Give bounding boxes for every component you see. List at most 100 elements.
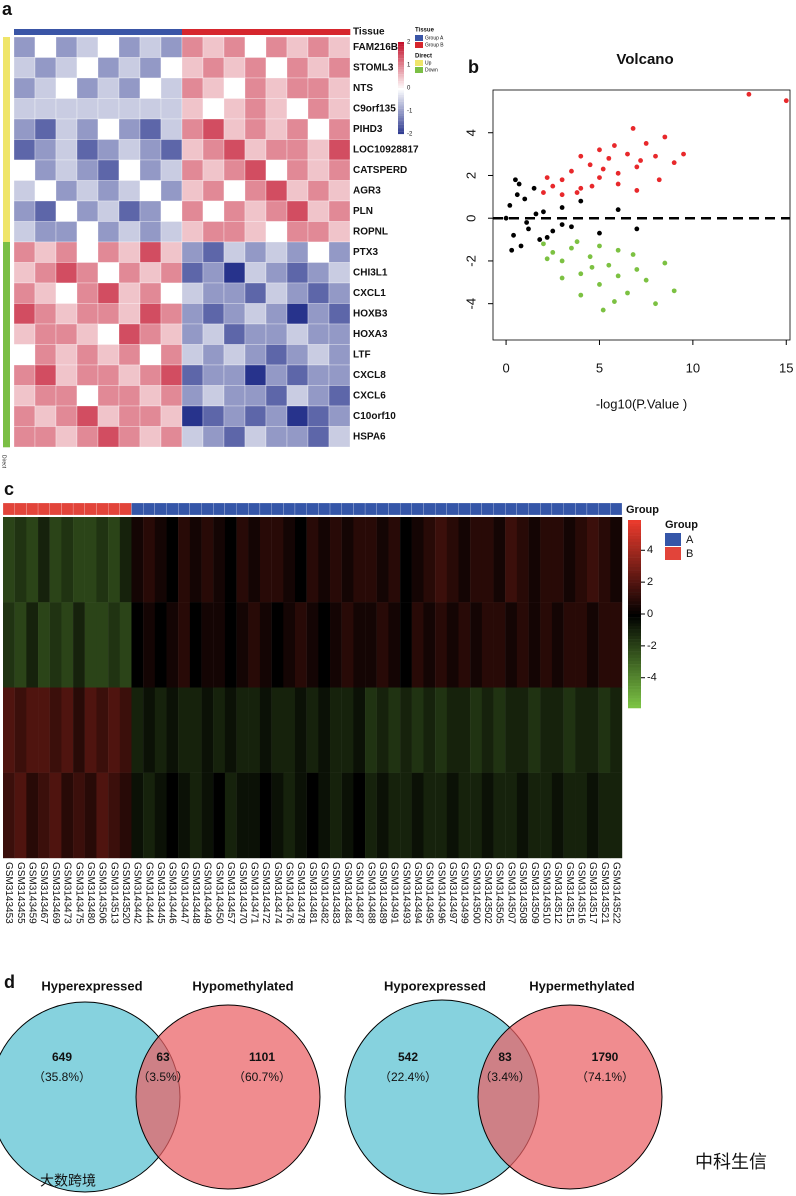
row-label: FAM216B <box>353 42 398 53</box>
point <box>643 277 649 283</box>
heat-cell <box>411 602 424 688</box>
point <box>615 181 621 187</box>
heat-cell <box>286 405 309 427</box>
colorbar-step <box>398 131 404 135</box>
heat-cell <box>139 364 162 386</box>
colorbar-step <box>398 62 404 66</box>
heat-cell <box>265 77 288 99</box>
direction-annotation <box>3 139 10 161</box>
point <box>531 185 537 191</box>
heat-cell <box>202 118 225 140</box>
heat-cell <box>118 241 141 263</box>
heat-cell <box>575 602 588 688</box>
heat-cell <box>575 517 588 603</box>
annotation-label: Direct <box>1 455 7 469</box>
colorbar-step <box>398 42 404 45</box>
colorbar-step <box>398 129 404 132</box>
group-annotation <box>586 502 599 516</box>
heat-cell <box>328 98 351 120</box>
heat-cell <box>13 221 36 243</box>
heat-cell <box>181 36 204 58</box>
heat-cell <box>131 772 144 859</box>
heat-cell <box>307 180 330 202</box>
point <box>634 267 640 272</box>
heat-cell <box>328 262 351 284</box>
heat-cell <box>516 517 529 603</box>
heat-cell <box>244 385 267 407</box>
group-annotation <box>14 502 27 516</box>
heat-cell <box>223 426 246 448</box>
column-label: GSM3143505 <box>494 862 505 924</box>
legend-tick: 0 <box>407 86 411 92</box>
heat-cell <box>330 602 342 688</box>
watermark: 中科生信 <box>695 1152 767 1172</box>
heat-cell <box>13 282 36 304</box>
heat-cell <box>55 344 78 366</box>
heat-cell <box>586 517 599 603</box>
set-label: Hyporexpressed <box>384 978 486 993</box>
colorbar-step <box>628 704 641 709</box>
column-label: GSM3143475 <box>73 862 84 924</box>
heat-cell <box>166 602 179 688</box>
tissue-annotation <box>77 29 99 35</box>
colorbar-label: -4 <box>647 672 657 684</box>
tissue-annotation <box>224 29 246 35</box>
plot-frame <box>492 89 791 341</box>
group-annotation <box>236 502 249 516</box>
legend-label: Down <box>425 67 438 73</box>
colorbar-step <box>398 108 404 112</box>
legend-tick: 2 <box>407 40 411 46</box>
colorbar-step <box>398 83 404 86</box>
heat-cell <box>610 602 623 688</box>
heat-cell <box>13 364 36 386</box>
row-label: HSPA6 <box>353 431 386 442</box>
column-label: GSM3143472 <box>260 862 271 924</box>
heat-cell <box>160 303 183 325</box>
x-tick-label: 5 <box>596 360 603 375</box>
colorbar-step <box>398 115 404 118</box>
heat-cell <box>202 303 225 325</box>
heat-cell <box>160 36 183 58</box>
heat-cell <box>265 262 288 284</box>
heat-cell <box>55 180 78 202</box>
point <box>589 183 595 189</box>
heat-cell <box>97 200 120 222</box>
colorbar-step <box>398 65 404 68</box>
point <box>544 256 550 262</box>
column-label: GSM3143509 <box>529 862 540 924</box>
heat-cell <box>283 687 296 773</box>
heat-cell <box>119 602 132 688</box>
heat-cell <box>139 98 162 120</box>
point <box>544 175 550 181</box>
heat-cell <box>13 344 36 366</box>
direction-annotation <box>3 344 10 366</box>
group-annotation <box>189 502 202 516</box>
heat-cell <box>307 77 330 99</box>
heat-cell <box>13 118 36 140</box>
heat-cell <box>139 180 162 202</box>
heat-cell <box>118 282 141 304</box>
heat-cell <box>34 139 57 161</box>
colorbar-step <box>628 567 641 571</box>
colorbar-step <box>628 661 641 665</box>
point <box>578 185 584 191</box>
heat-cell <box>55 241 78 263</box>
heat-cell <box>97 241 120 263</box>
heat-cell <box>223 139 246 161</box>
heat-cell <box>84 772 97 859</box>
colorbar-step <box>398 46 404 49</box>
point <box>600 166 606 172</box>
colorbar-step <box>398 106 404 109</box>
heat-cell <box>76 426 99 448</box>
legend-label: B <box>686 548 693 560</box>
heat-cell <box>181 426 204 448</box>
heat-cell <box>38 772 50 859</box>
heat-cell <box>34 323 57 345</box>
heat-cell <box>3 687 15 773</box>
group-annotation <box>364 502 377 516</box>
column-label: GSM3143508 <box>517 862 528 924</box>
heat-cell <box>563 602 576 688</box>
heat-cell <box>328 200 351 222</box>
heat-cell <box>201 687 214 773</box>
column-label: GSM3143482 <box>319 862 330 924</box>
